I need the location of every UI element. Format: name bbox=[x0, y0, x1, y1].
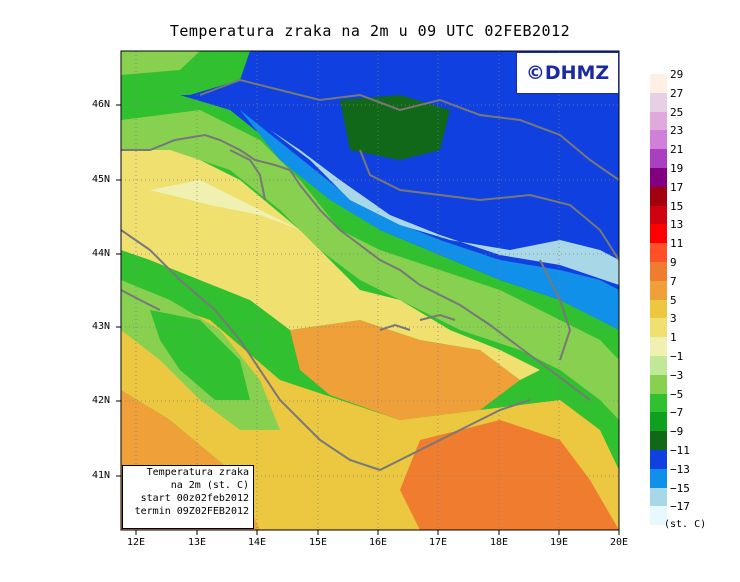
lon-label-14e: 14E bbox=[247, 537, 267, 548]
legend-label: 25 bbox=[670, 105, 684, 119]
lat-label-45n: 45N bbox=[92, 174, 111, 185]
field-inland-cyan bbox=[240, 110, 619, 330]
legend-label: 29 bbox=[670, 68, 684, 81]
legend-swatch bbox=[650, 186, 667, 206]
dhmz-copyright-badge: ©DHMZ bbox=[516, 52, 619, 94]
legend-label: 23 bbox=[670, 124, 684, 138]
legend-label: 27 bbox=[670, 86, 684, 100]
legend-swatch bbox=[650, 506, 667, 526]
lon-label-17e: 17E bbox=[428, 537, 448, 548]
legend-swatch bbox=[650, 374, 667, 394]
legend-label: 7 bbox=[670, 274, 677, 288]
lon-label-16e: 16E bbox=[368, 537, 388, 548]
legend-label: 3 bbox=[670, 312, 677, 326]
lat-label-41n: 41N bbox=[92, 470, 111, 481]
legend-label: 13 bbox=[670, 218, 684, 232]
legend-swatch bbox=[650, 205, 667, 225]
field-inland-pale bbox=[270, 130, 619, 285]
legend-label: 15 bbox=[670, 199, 684, 213]
lat-lon-grid bbox=[121, 51, 619, 530]
legend-swatch bbox=[650, 431, 667, 450]
legend-label: 19 bbox=[670, 162, 684, 175]
legend-label: 9 bbox=[670, 256, 677, 269]
legend-label: −1 bbox=[670, 350, 684, 363]
field-sea-orange bbox=[400, 420, 619, 530]
lon-label-12e: 12E bbox=[126, 537, 146, 548]
legend-swatch bbox=[650, 92, 667, 112]
legend-label: −3 bbox=[670, 368, 684, 382]
lon-label-18e: 18E bbox=[489, 537, 509, 548]
legend-swatch bbox=[650, 412, 667, 432]
legend-swatch bbox=[650, 111, 667, 131]
legend-swatch bbox=[650, 130, 667, 150]
axis-ticks bbox=[116, 104, 620, 535]
legend-label: −15 bbox=[670, 481, 690, 495]
legend-swatch bbox=[650, 487, 667, 507]
legend-swatch bbox=[650, 318, 667, 338]
field-italy-dark bbox=[150, 310, 250, 400]
lon-label-19e: 19E bbox=[549, 537, 569, 548]
legend-swatch bbox=[650, 299, 667, 319]
info-box: Temperatura zraka na 2m (st. C) start 00… bbox=[122, 465, 254, 529]
field-northwest-pale bbox=[121, 51, 200, 75]
info-line-start: start 00z02feb2012 bbox=[140, 493, 249, 504]
legend-label: 11 bbox=[670, 237, 684, 251]
coastlines bbox=[121, 78, 619, 472]
lon-label-13e: 13E bbox=[187, 537, 207, 548]
legend-label: −11 bbox=[670, 444, 690, 457]
lat-label-44n: 44N bbox=[92, 248, 111, 259]
legend-label: −7 bbox=[670, 406, 684, 420]
legend-label: −13 bbox=[670, 462, 690, 476]
map-title: Temperatura zraka na 2m u 09 UTC 02FEB20… bbox=[169, 22, 571, 40]
info-line-title: Temperatura zraka bbox=[146, 467, 249, 478]
legend-label: −9 bbox=[670, 425, 684, 439]
legend-swatch bbox=[650, 355, 667, 375]
legend-swatch bbox=[650, 337, 667, 356]
map-frame bbox=[120, 50, 620, 531]
field-sea-warm bbox=[290, 320, 520, 420]
legend-label: 17 bbox=[670, 180, 684, 194]
legend-label: −5 bbox=[670, 387, 684, 401]
legend-swatch bbox=[650, 74, 667, 93]
lat-label-42n: 42N bbox=[92, 395, 111, 406]
legend-swatch bbox=[650, 261, 667, 281]
legend-swatch bbox=[650, 393, 667, 413]
color-legend bbox=[650, 74, 667, 526]
legend-swatch bbox=[650, 224, 667, 244]
field-coast-green bbox=[121, 110, 619, 420]
legend-swatch bbox=[650, 243, 667, 262]
field-inland-dark bbox=[340, 95, 450, 160]
legend-label: 1 bbox=[670, 331, 677, 345]
lon-label-15e: 15E bbox=[308, 537, 328, 548]
field-light-band bbox=[150, 180, 300, 230]
legend-label: −17 bbox=[670, 500, 690, 514]
lat-label-43n: 43N bbox=[92, 321, 111, 332]
info-line-termin: termin 09Z02FEB2012 bbox=[134, 506, 249, 517]
legend-swatch bbox=[650, 149, 667, 168]
legend-swatch bbox=[650, 449, 667, 469]
legend-unit: (st. C) bbox=[664, 519, 707, 530]
legend-swatch bbox=[650, 167, 667, 187]
legend-label: 21 bbox=[670, 143, 684, 157]
legend-label: 5 bbox=[670, 293, 677, 307]
legend-swatch bbox=[650, 468, 667, 488]
legend-swatch bbox=[650, 280, 667, 300]
lon-label-20e: 20E bbox=[609, 537, 629, 548]
lat-label-46n: 46N bbox=[92, 99, 111, 110]
info-line-unit: na 2m (st. C) bbox=[170, 480, 249, 491]
